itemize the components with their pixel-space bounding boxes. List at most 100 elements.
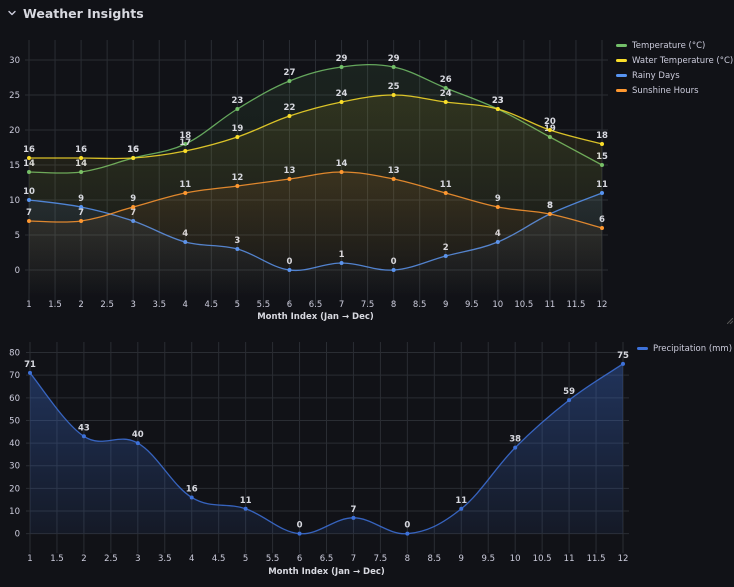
x-tick-label: 5	[235, 300, 240, 310]
data-label: 16	[127, 145, 139, 155]
data-point	[183, 142, 188, 146]
x-tick-label: 4	[183, 300, 188, 310]
data-label: 9	[78, 194, 84, 204]
data-label: 26	[440, 75, 452, 85]
legend-label: Precipitation (mm)	[653, 343, 733, 354]
x-tick-label: 5.5	[266, 554, 280, 564]
x-tick-label: 8.5	[413, 300, 427, 310]
x-tick-label: 6	[287, 300, 292, 310]
y-tick-label: 0	[15, 266, 20, 276]
data-point	[243, 506, 248, 511]
row-header[interactable]: Weather Insights	[0, 0, 734, 26]
data-point	[28, 370, 32, 375]
data-label: 11	[440, 180, 452, 190]
x-tick-label: 6.5	[309, 300, 323, 310]
data-point	[405, 531, 410, 536]
x-tick-label: 12	[597, 300, 608, 310]
data-label: 27	[284, 68, 296, 78]
x-axis-label: Month Index (Jan → Dec)	[268, 567, 385, 577]
legend-swatch	[616, 74, 627, 77]
data-label: 11	[455, 496, 467, 506]
x-tick-label: 3	[135, 554, 140, 564]
y-tick-label: 10	[9, 507, 20, 517]
data-label: 11	[596, 180, 608, 190]
x-tick-label: 2	[81, 554, 86, 564]
data-point	[27, 198, 31, 202]
x-tick-label: 11.5	[587, 554, 606, 564]
x-tick-label: 6.5	[320, 554, 334, 564]
legend-swatch	[616, 89, 627, 92]
data-point	[547, 128, 552, 132]
y-tick-label: 0	[15, 530, 20, 540]
y-tick-label: 60	[9, 394, 20, 404]
data-point	[287, 114, 292, 118]
x-tick-label: 1	[26, 300, 31, 310]
y-tick-label: 15	[9, 161, 20, 171]
legend-item[interactable]: Rainy Days	[616, 68, 733, 83]
y-tick-label: 30	[9, 462, 20, 472]
y-tick-label: 20	[9, 126, 20, 136]
x-tick-label: 5.5	[257, 300, 271, 310]
data-label: 6	[599, 215, 605, 225]
x-tick-label: 7	[339, 300, 344, 310]
series-fill	[29, 172, 602, 298]
data-point	[391, 93, 396, 97]
y-tick-label: 50	[9, 416, 20, 426]
x-tick-label: 10.5	[533, 554, 552, 564]
data-label: 24	[440, 89, 452, 99]
data-point	[79, 205, 84, 209]
precipitation-legend: Precipitation (mm)	[637, 341, 732, 356]
x-tick-label: 1	[27, 554, 32, 564]
series-line	[29, 94, 603, 160]
x-tick-label: 1.5	[50, 554, 64, 564]
legend-label: Temperature (°C)	[632, 40, 706, 51]
data-point	[183, 191, 188, 195]
legend-item[interactable]: Precipitation (mm)	[637, 341, 732, 356]
data-label: 11	[240, 496, 252, 506]
data-label: 13	[284, 166, 296, 176]
data-label: 17	[179, 138, 191, 148]
data-label: 7	[26, 208, 32, 218]
data-label: 24	[336, 89, 348, 99]
data-point	[235, 184, 240, 188]
data-point	[495, 205, 500, 209]
legend-label: Water Temperature (°C)	[632, 55, 734, 66]
weather-line-legend: Temperature (°C) Water Temperature (°C) Ra…	[616, 38, 733, 98]
row-title[interactable]: Weather Insights	[23, 5, 144, 21]
x-tick-label: 3.5	[158, 554, 172, 564]
legend-item[interactable]: Temperature (°C)	[616, 38, 733, 53]
x-tick-label: 2.5	[100, 300, 114, 310]
legend-swatch	[637, 347, 648, 350]
x-tick-label: 12	[618, 554, 629, 564]
x-tick-label: 8.5	[428, 554, 442, 564]
x-tick-label: 2	[78, 300, 83, 310]
data-label: 16	[75, 145, 87, 155]
x-tick-label: 10.5	[514, 300, 533, 310]
data-label: 12	[231, 173, 243, 183]
data-point	[235, 107, 240, 111]
chevron-down-icon[interactable]	[7, 8, 17, 18]
data-label: 13	[388, 166, 400, 176]
x-tick-label: 9.5	[465, 300, 479, 310]
legend-item[interactable]: Water Temperature (°C)	[616, 53, 733, 68]
data-point	[131, 156, 136, 160]
data-label: 18	[179, 131, 191, 141]
data-label: 59	[563, 387, 575, 397]
x-tick-label: 6	[297, 554, 302, 564]
data-label: 8	[547, 201, 553, 211]
data-label: 75	[617, 351, 629, 361]
x-tick-label: 2.5	[104, 554, 118, 564]
data-point	[287, 79, 292, 83]
y-tick-label: 80	[9, 349, 20, 359]
data-label: 38	[509, 435, 521, 445]
legend-swatch	[616, 59, 627, 62]
x-tick-label: 11	[544, 300, 555, 310]
data-point	[297, 531, 302, 536]
data-label: 40	[132, 430, 144, 440]
data-label: 16	[186, 484, 198, 494]
resize-handle-icon[interactable]	[727, 318, 733, 324]
legend-item[interactable]: Sunshine Hours	[616, 83, 733, 98]
data-label: 10	[23, 187, 35, 197]
